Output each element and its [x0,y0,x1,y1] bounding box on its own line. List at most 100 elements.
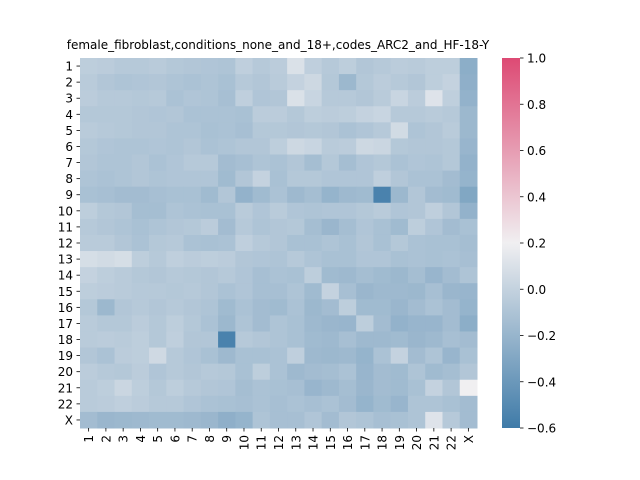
heatmap-cell [287,363,305,381]
heatmap-cell [390,283,409,300]
heatmap-cell [304,170,323,188]
heatmap-cell [235,138,254,156]
heatmap-cell [373,154,392,172]
heatmap-cell [149,395,167,413]
heatmap-cell [407,186,426,204]
heatmap-cell [80,411,98,429]
heatmap-cell [166,315,185,332]
heatmap-cell [338,299,357,316]
heatmap-cell [269,379,288,397]
heatmap-cell [373,186,392,204]
heatmap-cell [373,202,392,220]
heatmap-cell [131,170,150,188]
heatmap-cell [442,331,461,349]
heatmap-cell [338,186,357,204]
heatmap-cell [442,74,461,91]
heatmap-cell [425,90,443,107]
heatmap-cell [356,299,374,316]
heatmap-cell [235,315,254,332]
row-tick-label: 8 [65,172,73,186]
heatmap-cell [235,331,254,349]
heatmap-cell [97,74,116,91]
heatmap-cell [390,74,409,91]
heatmap-cell [218,411,236,429]
heatmap-cell [407,251,426,268]
heatmap-cell [425,218,443,236]
heatmap-cell [390,186,409,204]
heatmap-cell [390,202,409,220]
heatmap-cell [131,251,150,268]
heatmap-cell [390,411,409,429]
heatmap-cell [97,202,116,220]
heatmap-cell [149,58,167,75]
heatmap-cell [80,106,98,123]
heatmap-cell [287,202,305,220]
heatmap-cell [80,251,98,268]
heatmap-cell [97,58,116,75]
heatmap-cell [442,299,461,316]
heatmap-cell [97,379,116,397]
heatmap-cell [166,154,185,172]
heatmap-cell [407,234,426,252]
heatmap-cell [321,138,340,156]
heatmap-cell [373,74,392,91]
heatmap-cell [287,283,305,300]
heatmap-cell [287,234,305,252]
heatmap-cell [200,411,219,429]
heatmap-cell [356,234,374,252]
colorbar-tick-label: 0.8 [527,98,546,112]
heatmap-cell [114,122,133,139]
heatmap-cell [390,315,409,332]
heatmap-cell [252,122,271,139]
heatmap-cell [80,202,98,220]
heatmap-cell [131,138,150,156]
heatmap-cell [425,138,443,156]
heatmap-cell [218,331,236,349]
heatmap-cell [183,186,202,204]
heatmap-cell [338,234,357,252]
heatmap-cell [97,186,116,204]
heatmap-cell [442,315,461,332]
heatmap-cell [218,363,236,381]
colorbar-tick-label: 1.0 [527,52,546,66]
heatmap-cell [356,202,374,220]
heatmap-cell [114,106,133,123]
heatmap-cell [166,234,185,252]
heatmap-cell [269,106,288,123]
heatmap-cell [80,122,98,139]
heatmap-cell [131,411,150,429]
heatmap-cell [425,122,443,139]
heatmap-cell [321,331,340,349]
heatmap-cell [459,58,478,75]
heatmap-cell [97,122,116,139]
heatmap-cell [97,90,116,107]
heatmap-cell [183,315,202,332]
heatmap-cell [459,106,478,123]
heatmap-cell [131,202,150,220]
heatmap-cell [321,267,340,284]
heatmap-cell [407,315,426,332]
heatmap-cell [166,90,185,107]
heatmap-cell [338,202,357,220]
heatmap-cell [287,138,305,156]
heatmap-cell [183,106,202,123]
heatmap-cell [183,90,202,107]
column-tick-label: X [462,435,476,443]
heatmap-cell [442,411,461,429]
heatmap-cell [252,170,271,188]
heatmap-cell [235,218,254,236]
heatmap-cell [304,186,323,204]
heatmap-cell [373,411,392,429]
heatmap-cell [97,331,116,349]
heatmap-cell [390,138,409,156]
row-tick-label: 4 [65,108,73,122]
heatmap-cell [114,267,133,284]
heatmap-cell [356,331,374,349]
heatmap-cell [425,267,443,284]
heatmap-cell [183,202,202,220]
heatmap-cell [407,347,426,365]
heatmap-cell [321,299,340,316]
heatmap-cell [425,234,443,252]
heatmap-cell [287,106,305,123]
heatmap-cell [218,283,236,300]
